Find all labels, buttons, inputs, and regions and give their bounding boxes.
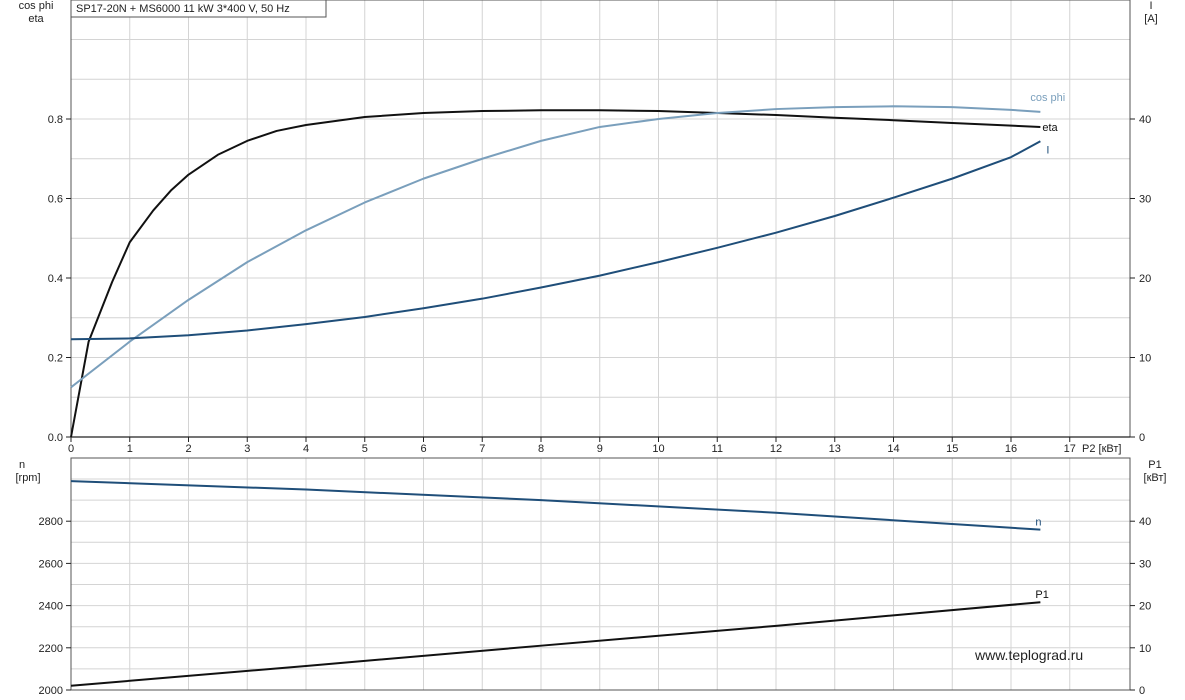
x-tick-label: 4	[303, 443, 309, 455]
y-tick-label-left: 2600	[39, 558, 63, 570]
series-label: cos phi	[1030, 92, 1065, 104]
y-tick-label-left: 2400	[39, 601, 63, 613]
series-label: eta	[1042, 122, 1058, 134]
x-tick-label: 10	[652, 443, 664, 455]
series-label: I	[1046, 144, 1049, 156]
x-tick-label: 5	[362, 443, 368, 455]
y-tick-label-left: 0.8	[48, 114, 63, 126]
y-tick-label-right: 10	[1139, 643, 1151, 655]
y-tick-label-right: 20	[1139, 601, 1151, 613]
y-tick-label-left: 2200	[39, 643, 63, 655]
y-tick-label-right: 20	[1139, 273, 1151, 285]
title-box	[70, 0, 327, 18]
y-tick-label-right: 40	[1139, 516, 1151, 528]
y-tick-label-left: 0.2	[48, 353, 63, 365]
x-tick-label: 16	[1005, 443, 1017, 455]
y-tick-label-left: 0.0	[48, 432, 63, 444]
y-tick-label-right: 10	[1139, 353, 1151, 365]
y-tick-label-left: 0.6	[48, 194, 63, 206]
y-axis-label-left: cos phi	[19, 0, 54, 12]
y-axis-label-left: eta	[28, 13, 44, 25]
x-tick-label: 14	[887, 443, 899, 455]
y-axis-label-right: [кВт]	[1144, 472, 1167, 484]
watermark: www.teplograd.ru	[975, 647, 1084, 663]
plot-frame	[70, 0, 1131, 438]
plot-frame	[70, 457, 1131, 691]
y-tick-label-right: 30	[1139, 194, 1151, 206]
x-tick-label: 3	[244, 443, 250, 455]
series-P1	[70, 601, 1041, 687]
x-tick-label: 11	[712, 443, 723, 455]
y-axis-label-left: [rpm]	[15, 472, 40, 484]
series-n	[70, 480, 1041, 531]
x-tick-label: 12	[770, 443, 782, 455]
x-tick-label: 2	[185, 443, 191, 455]
y-tick-label-left: 2800	[39, 516, 63, 528]
series-eta	[70, 109, 1041, 438]
y-tick-label-left: 2000	[39, 685, 63, 697]
x-axis-label: P2 [кВт]	[1082, 443, 1121, 455]
y-tick-label-left: 0.4	[48, 273, 63, 285]
y-axis-label-left: n	[19, 459, 25, 471]
x-tick-label: 7	[479, 443, 485, 455]
chart-title: SP17-20N + MS6000 11 kW 3*400 V, 50 Hz	[76, 3, 290, 15]
series-label: n	[1035, 517, 1041, 529]
y-tick-label-right: 0	[1139, 432, 1145, 444]
series-I	[70, 140, 1041, 341]
x-tick-label: 0	[68, 443, 74, 455]
x-tick-label: 1	[127, 443, 133, 455]
y-axis-label-right: I	[1149, 0, 1152, 12]
x-tick-label: 15	[946, 443, 958, 455]
x-tick-label: 6	[420, 443, 426, 455]
x-tick-label: 17	[1064, 443, 1076, 455]
y-tick-label-right: 0	[1139, 685, 1145, 697]
x-tick-label: 9	[597, 443, 603, 455]
y-tick-label-right: 30	[1139, 558, 1151, 570]
y-tick-label-right: 40	[1139, 114, 1151, 126]
series-label: P1	[1035, 589, 1048, 601]
y-axis-label-right: P1	[1148, 459, 1161, 471]
x-tick-label: 13	[829, 443, 841, 455]
series-cos-phi	[70, 105, 1041, 389]
y-axis-label-right: [A]	[1144, 13, 1157, 25]
x-tick-label: 8	[538, 443, 544, 455]
